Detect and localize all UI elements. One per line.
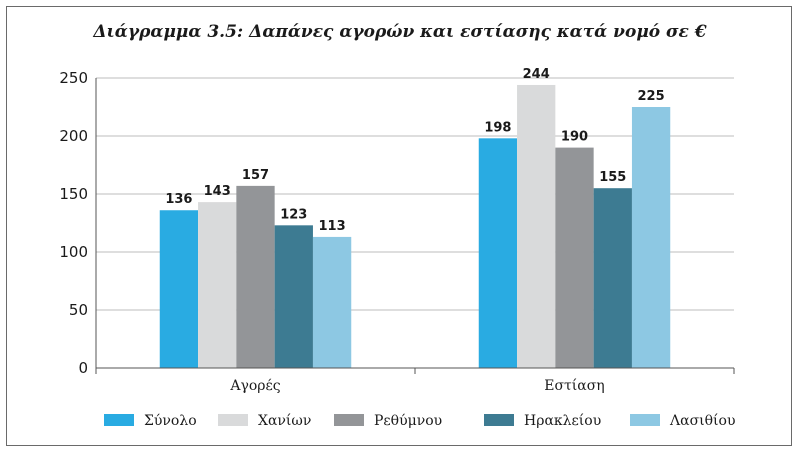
legend-label: Λασιθίου	[669, 412, 735, 429]
data-label: 198	[484, 120, 511, 135]
data-label: 190	[561, 130, 588, 145]
bar	[312, 236, 352, 368]
y-tick-label: 0	[78, 359, 88, 377]
y-axis: 0 50 100 150 200 250	[59, 69, 97, 377]
bar	[631, 107, 671, 368]
legend-label: Ρεθύμνου	[374, 413, 442, 429]
legend-swatch	[484, 414, 514, 426]
bar	[159, 210, 199, 368]
x-tick-label: Αγορές	[229, 377, 280, 394]
bar	[478, 138, 518, 368]
legend-swatch	[334, 414, 364, 426]
chart-title: Διάγραμμα 3.5: Δαπάνες αγορών και εστίασ…	[93, 22, 707, 42]
legend-swatch	[104, 414, 134, 426]
bar	[593, 188, 632, 368]
legend-label: Ηρακλείου	[524, 412, 601, 429]
bars: 136 143 157 123 113 198 244 190 155 225	[159, 67, 671, 369]
data-label: 143	[204, 184, 231, 199]
y-tick-label: 250	[59, 69, 88, 87]
legend-label: Χανίων	[258, 412, 311, 429]
bar	[517, 84, 556, 369]
legend-swatch	[218, 414, 248, 426]
data-label: 244	[523, 67, 550, 82]
bar	[555, 147, 594, 368]
bar	[274, 225, 313, 368]
data-label: 136	[165, 192, 192, 207]
data-label: 157	[242, 168, 269, 183]
y-tick-label: 200	[59, 127, 88, 145]
data-label: 225	[638, 89, 665, 104]
legend-label: Σύνολο	[144, 413, 197, 429]
y-tick-label: 150	[59, 185, 88, 203]
y-tick-label: 100	[59, 243, 88, 261]
legend-swatch	[630, 414, 660, 426]
x-axis: Αγορές Εστίαση	[95, 367, 735, 394]
y-tick-label: 50	[69, 301, 88, 319]
data-label: 113	[319, 219, 346, 234]
bar	[198, 202, 237, 368]
legend: Σύνολο Χανίων Ρεθύμνου Ηρακλείου Λασιθίου	[104, 412, 735, 429]
data-label: 123	[280, 207, 307, 222]
x-tick-label: Εστίαση	[544, 377, 604, 394]
data-label: 155	[599, 170, 626, 185]
bar	[236, 185, 275, 368]
